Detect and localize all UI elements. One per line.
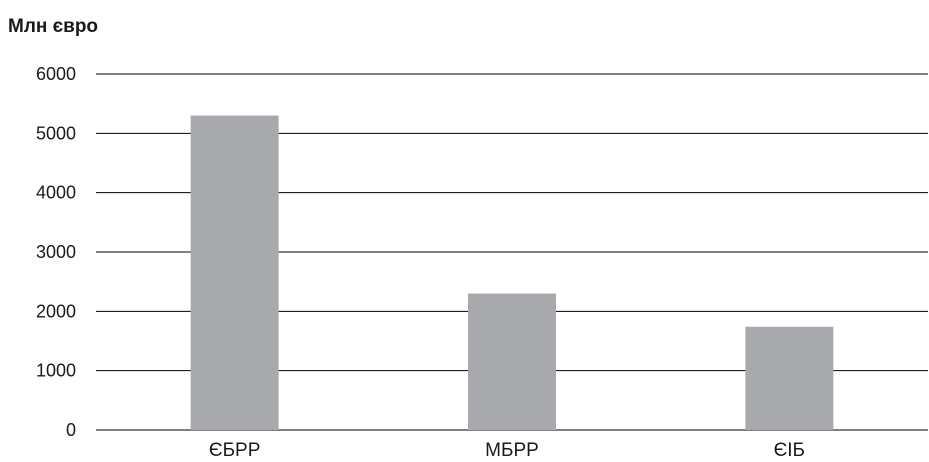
bar [745, 326, 834, 430]
y-tick-labels: 0 1000 2000 3000 4000 5000 6000 [36, 64, 76, 440]
y-tick-label: 5000 [36, 123, 76, 143]
bars [190, 115, 834, 431]
y-tick-label: 6000 [36, 64, 76, 84]
y-tick-label: 1000 [36, 361, 76, 381]
x-tick-label: МБРР [485, 440, 539, 461]
y-tick-label: 3000 [36, 242, 76, 262]
y-tick-label: 4000 [36, 183, 76, 203]
bar [468, 293, 556, 430]
x-tick-labels: ЄБРР МБРР ЄІБ [209, 440, 805, 461]
y-axis-label: Млн євро [8, 16, 99, 37]
y-tick-label: 0 [66, 420, 76, 440]
x-tick-label: ЄБРР [209, 440, 260, 461]
bar [190, 115, 279, 431]
x-tick-label: ЄІБ [774, 440, 805, 461]
y-tick-label: 2000 [36, 301, 76, 321]
